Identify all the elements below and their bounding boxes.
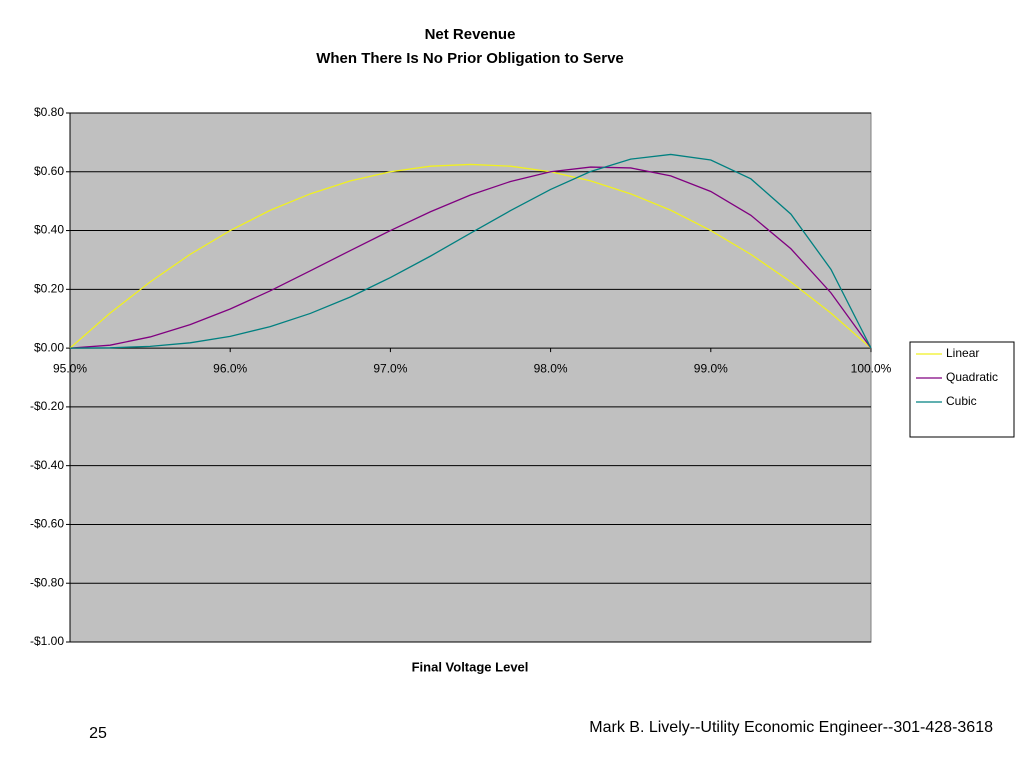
y-tick-label: -$0.20 — [30, 399, 64, 413]
legend-label: Cubic — [946, 394, 977, 408]
x-axis-label: Final Voltage Level — [412, 659, 529, 674]
footer-author: Mark B. Lively--Utility Economic Enginee… — [589, 719, 993, 736]
y-tick-label: $0.80 — [34, 105, 64, 119]
y-tick-label: -$0.40 — [30, 458, 64, 472]
y-tick-label: $0.20 — [34, 282, 64, 296]
y-tick-label: $0.60 — [34, 164, 64, 178]
x-tick-label: 99.0% — [694, 361, 728, 375]
legend-label: Quadratic — [946, 370, 998, 384]
series-line — [69, 166, 872, 349]
y-tick-label: -$0.80 — [30, 575, 64, 589]
x-tick-label: 100.0% — [851, 361, 892, 375]
series-line — [69, 153, 872, 349]
legend-box — [909, 341, 1015, 438]
plot-area — [69, 112, 872, 643]
x-tick-label: 96.0% — [213, 361, 247, 375]
y-tick-label: -$0.60 — [30, 517, 64, 531]
y-tick-label: $0.40 — [34, 223, 64, 237]
legend-label: Linear — [946, 346, 979, 360]
y-tick-label: $0.00 — [34, 340, 64, 354]
page-number: 25 — [89, 725, 107, 742]
chart-title: Net Revenue — [425, 26, 516, 43]
series-line — [69, 163, 872, 349]
x-tick-label: 95.0% — [53, 361, 87, 375]
chart-subtitle: When There Is No Prior Obligation to Ser… — [316, 50, 624, 67]
x-tick-label: 98.0% — [534, 361, 568, 375]
x-tick-label: 97.0% — [373, 361, 407, 375]
y-tick-label: -$1.00 — [30, 634, 64, 648]
